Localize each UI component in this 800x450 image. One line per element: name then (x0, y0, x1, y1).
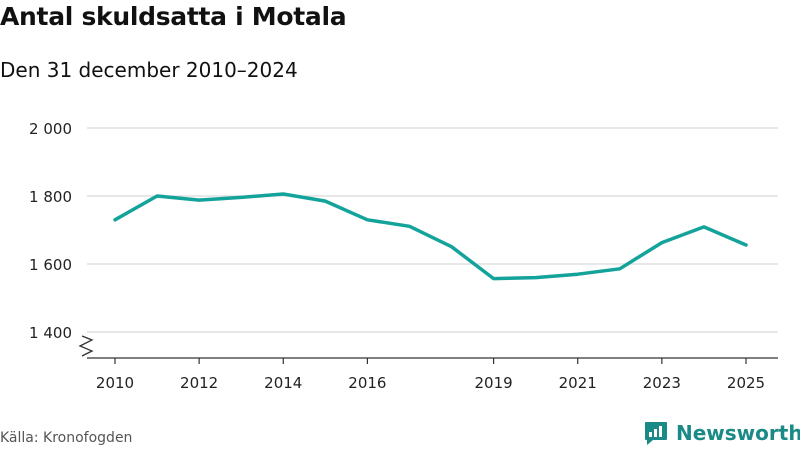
y-tick-label: 2 000 (29, 120, 72, 138)
series-line (113, 192, 748, 281)
data-point (450, 245, 454, 249)
newsworthy-logo-icon (645, 422, 667, 445)
chart-subtitle: Den 31 december 2010–2024 (0, 58, 298, 82)
data-point (197, 198, 201, 202)
chart-title: Antal skuldsatta i Motala (0, 2, 347, 31)
x-tick-label: 2016 (348, 374, 386, 392)
data-point (576, 272, 580, 276)
y-tick-label: 1 800 (29, 188, 72, 206)
data-point (155, 194, 159, 198)
x-tick-label: 2025 (727, 374, 765, 392)
axis-break-icon (78, 335, 94, 357)
brand-name: Newsworthy (676, 421, 800, 445)
data-point (702, 225, 706, 229)
x-tick-label: 2014 (264, 374, 302, 392)
data-point (113, 218, 117, 222)
x-tick-label: 2019 (475, 374, 513, 392)
data-point (408, 224, 412, 228)
data-point (660, 241, 664, 245)
brand: Newsworthy (643, 420, 800, 446)
x-tick-label: 2021 (559, 374, 597, 392)
x-tick-label: 2023 (643, 374, 681, 392)
y-tick-label: 1 600 (29, 256, 72, 274)
data-point (492, 277, 496, 281)
x-tick-label: 2012 (180, 374, 218, 392)
source-note: Källa: Kronofogden (0, 430, 133, 446)
data-point (281, 192, 285, 196)
x-tick-label: 2010 (96, 374, 134, 392)
data-point (534, 276, 538, 280)
data-point (239, 195, 243, 199)
data-point (618, 267, 622, 271)
data-point (744, 243, 748, 247)
data-point (323, 199, 327, 203)
data-point (365, 218, 369, 222)
y-tick-label: 1 400 (29, 324, 72, 342)
